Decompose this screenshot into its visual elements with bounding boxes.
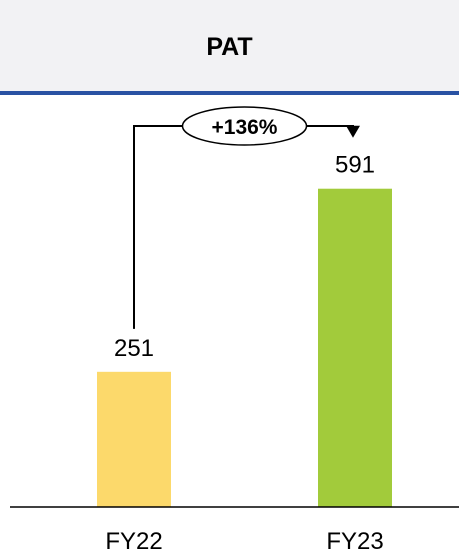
chart-header: PAT xyxy=(0,0,459,91)
bar-fy22 xyxy=(97,371,171,507)
growth-arrowhead xyxy=(346,125,360,138)
header-divider xyxy=(0,91,459,95)
category-label-fy22: FY22 xyxy=(105,528,162,555)
growth-connector: +136% xyxy=(133,106,360,329)
value-label-fy22: 251 xyxy=(114,335,154,362)
chart-title: PAT xyxy=(206,33,253,61)
category-label-fy23: FY23 xyxy=(326,528,383,555)
growth-badge xyxy=(181,106,308,146)
growth-label: +136% xyxy=(212,116,278,139)
value-label-fy23: 591 xyxy=(335,152,375,179)
bar-fy23 xyxy=(318,188,392,507)
